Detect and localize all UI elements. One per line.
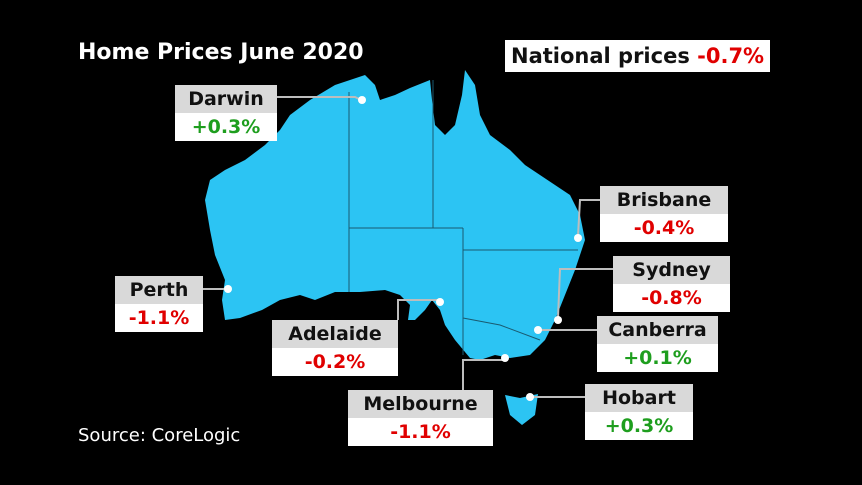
city-name: Hobart	[585, 384, 693, 412]
city-change: -1.1%	[348, 418, 493, 446]
city-name: Sydney	[613, 256, 730, 284]
state-borders	[348, 80, 578, 355]
city-change: -0.2%	[272, 348, 398, 376]
title: Home Prices June 2020	[78, 40, 364, 65]
tasmania	[505, 394, 538, 425]
national-change: -0.7%	[697, 44, 765, 68]
city-dot	[554, 316, 562, 324]
connector	[577, 199, 600, 237]
city-dot	[534, 326, 542, 334]
connector	[557, 268, 613, 319]
city-change: -0.4%	[600, 214, 728, 242]
city-dot	[526, 393, 534, 401]
city-dot	[501, 354, 509, 362]
national-box: National prices -0.7%	[505, 40, 771, 72]
city-dot	[224, 285, 232, 293]
national-label: National prices	[511, 44, 690, 68]
city-change: -1.1%	[115, 304, 203, 332]
city-change: +0.3%	[585, 412, 693, 440]
city-name: Melbourne	[348, 390, 493, 418]
city-dot	[436, 298, 444, 306]
city-name: Darwin	[175, 85, 277, 113]
city-name: Brisbane	[600, 186, 728, 214]
city-change: +0.1%	[597, 344, 718, 372]
city-name: Perth	[115, 276, 203, 304]
connector	[397, 299, 438, 320]
city-change: -0.8%	[613, 284, 730, 312]
city-name: Canberra	[597, 316, 718, 344]
australia	[205, 70, 585, 360]
connector	[462, 359, 503, 390]
city-name: Adelaide	[272, 320, 398, 348]
source: Source: CoreLogic	[78, 425, 241, 446]
city-change: +0.3%	[175, 113, 277, 141]
city-dot	[358, 96, 366, 104]
city-dot	[574, 234, 582, 242]
